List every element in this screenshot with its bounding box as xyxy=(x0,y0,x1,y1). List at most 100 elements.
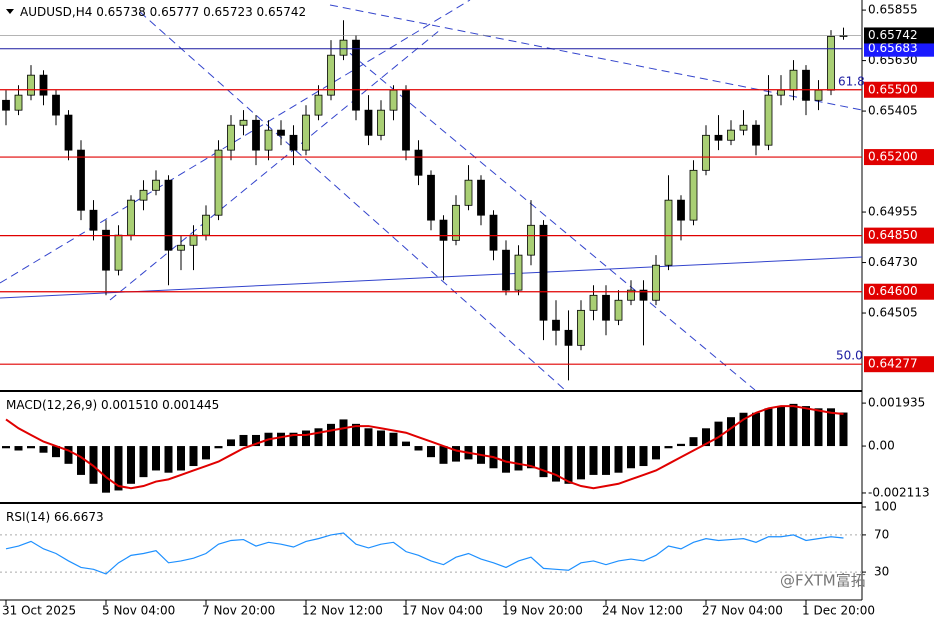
candle-body xyxy=(152,179,160,191)
candle-body xyxy=(764,94,773,146)
macd-bar xyxy=(14,446,23,451)
macd-bar xyxy=(377,430,385,447)
candle-body xyxy=(489,214,498,251)
candle-body xyxy=(339,39,348,56)
macd-bar xyxy=(614,446,623,473)
macd-bar xyxy=(577,446,585,480)
x-tick-label: 17 Nov 04:00 xyxy=(402,604,483,618)
macd-bar xyxy=(714,421,723,447)
macd-bar xyxy=(27,446,35,449)
macd-bar xyxy=(39,446,48,453)
level-label-bg xyxy=(864,283,934,300)
macd-label: MACD(12,26,9) xyxy=(6,398,97,412)
macd-bar xyxy=(739,412,748,447)
macd-bar xyxy=(452,446,460,462)
rsi-value: 66.6673 xyxy=(54,510,104,524)
level-label: 0.64277 xyxy=(868,357,918,371)
y-tick-label: 0.64730 xyxy=(868,255,918,269)
fib-label: 50.0 xyxy=(836,349,863,363)
level-label-bg xyxy=(864,356,934,373)
candle-body xyxy=(64,114,73,151)
candle-body xyxy=(364,109,373,136)
candle-body xyxy=(164,179,173,251)
y-tick-label: 0.00 xyxy=(868,439,895,453)
macd-bar xyxy=(727,417,735,447)
candle-body xyxy=(352,39,360,111)
level-label-bg xyxy=(864,40,934,57)
candle-body xyxy=(127,199,135,236)
price-label: 0.65742 xyxy=(868,28,918,42)
candle-body xyxy=(802,69,810,101)
candle-body xyxy=(427,174,435,221)
candle-body xyxy=(614,299,623,321)
candle-body xyxy=(439,219,448,241)
x-tick-label: 5 Nov 04:00 xyxy=(102,604,175,618)
macd-bar xyxy=(777,406,785,447)
macd-bar xyxy=(177,446,185,471)
candle-body xyxy=(14,94,23,111)
candle-body xyxy=(252,119,260,151)
macd-bar xyxy=(589,446,598,475)
y-tick-label: -0.002113 xyxy=(868,485,930,499)
rsi-line xyxy=(5,532,844,575)
macd-bar xyxy=(564,446,573,484)
candle-body xyxy=(102,229,110,271)
macd-signal: 0.001445 xyxy=(162,398,219,412)
candle-body xyxy=(114,234,123,271)
price-layer xyxy=(0,20,862,575)
candle-body xyxy=(552,319,560,331)
symbol: AUDUSD,H4 xyxy=(20,5,92,19)
candle-body xyxy=(827,35,835,91)
macd-bar xyxy=(64,446,73,464)
x-tick-label: 27 Nov 04:00 xyxy=(702,604,783,618)
macd-bar xyxy=(802,406,810,447)
macd-bar xyxy=(202,446,210,460)
x-tick-label: 7 Nov 20:00 xyxy=(202,604,275,618)
macd-bar xyxy=(164,446,173,473)
candle-body xyxy=(677,199,685,221)
macd-bar xyxy=(277,432,285,447)
macd-bar xyxy=(289,432,298,447)
price-label-bg xyxy=(864,27,934,44)
candle-body xyxy=(2,99,10,111)
candle-body xyxy=(27,74,35,96)
candle-body xyxy=(139,189,148,201)
open-value: 0.65738 xyxy=(96,5,146,19)
macd-bar xyxy=(402,441,410,447)
menu-arrow[interactable] xyxy=(6,9,14,14)
candle-body xyxy=(277,129,285,136)
macd-bar xyxy=(52,446,60,458)
macd-bar xyxy=(214,446,223,449)
macd-bar xyxy=(664,446,673,449)
low-value: 0.65723 xyxy=(203,5,253,19)
candle-body xyxy=(227,124,235,151)
macd-bar xyxy=(502,446,510,473)
candle-body xyxy=(389,89,398,111)
candle-body xyxy=(739,124,748,131)
x-tick-label: 1 Dec 20:00 xyxy=(802,604,875,618)
candle-body xyxy=(589,294,598,311)
candle-body xyxy=(714,134,723,141)
level-label: 0.64850 xyxy=(868,228,918,242)
macd-bar xyxy=(627,446,635,469)
macd-bar xyxy=(527,446,535,469)
channel-line xyxy=(109,29,441,301)
candle-body xyxy=(264,129,273,151)
level-label: 0.65683 xyxy=(868,41,918,55)
macd-bar xyxy=(764,408,773,447)
candle-body xyxy=(539,224,548,321)
candle-body xyxy=(202,214,210,236)
level-label-bg xyxy=(864,227,934,244)
macd-bar xyxy=(2,446,10,449)
macd-bar xyxy=(114,446,123,491)
macd-bar xyxy=(252,434,260,447)
macd-bar xyxy=(302,430,310,447)
candle-body xyxy=(52,94,60,116)
candle-body xyxy=(689,169,698,221)
macd-bar xyxy=(602,446,610,475)
candle-body xyxy=(377,109,385,136)
level-label-bg xyxy=(864,149,934,166)
x-tick-label: 24 Nov 12:00 xyxy=(602,604,683,618)
